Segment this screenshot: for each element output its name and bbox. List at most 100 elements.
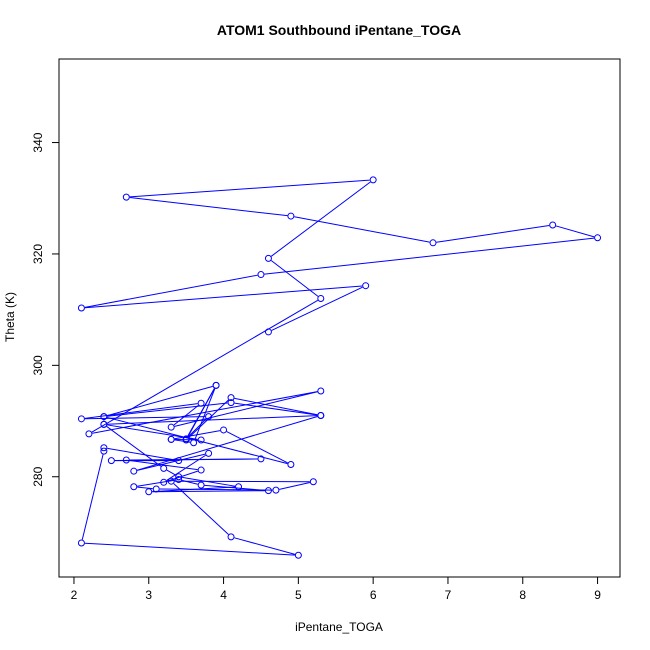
data-point: [287, 212, 295, 220]
data-point: [549, 221, 557, 229]
data-point: [100, 420, 108, 428]
series-segment: [107, 447, 176, 461]
series-segment: [84, 403, 198, 419]
data-point: [257, 271, 265, 279]
series-segment: [234, 397, 318, 416]
series-segment: [271, 286, 363, 331]
series-segment: [107, 402, 228, 417]
data-point: [167, 423, 175, 431]
x-tick-label: 2: [71, 588, 78, 602]
data-point: [205, 413, 213, 421]
data-point: [152, 485, 160, 493]
data-point: [220, 426, 228, 434]
data-point: [197, 399, 205, 407]
series-layer: [77, 176, 602, 559]
series-segment: [137, 486, 153, 490]
x-tick-label: 8: [519, 588, 526, 602]
data-point: [309, 478, 317, 486]
series-segment: [173, 483, 229, 535]
data-point: [197, 466, 205, 474]
series-segment: [84, 285, 363, 309]
series-segment: [188, 399, 229, 438]
series-segment: [181, 479, 198, 485]
data-point: [212, 381, 220, 389]
series-segment: [174, 480, 310, 483]
y-tick-label: 340: [31, 132, 45, 152]
y-axis: 280 300 320 340: [31, 132, 60, 487]
series-segment: [436, 225, 550, 243]
data-point: [287, 460, 295, 468]
series-segment: [107, 415, 318, 425]
data-point: [317, 295, 325, 303]
data-point: [85, 430, 93, 438]
data-point: [100, 447, 108, 455]
data-point: [175, 457, 183, 465]
series-segment: [91, 299, 319, 433]
data-point: [317, 411, 325, 419]
series-segment: [234, 537, 296, 555]
data-point: [160, 464, 168, 472]
x-axis-label: iPentane_TOGA: [295, 620, 383, 634]
series-segment: [107, 385, 213, 417]
data-point: [175, 473, 183, 481]
data-point: [197, 481, 205, 489]
y-axis-label: Theta (K): [3, 292, 17, 342]
data-point: [122, 456, 130, 464]
series-segment: [187, 388, 215, 438]
data-point: [227, 394, 235, 402]
data-point: [160, 478, 168, 486]
data-point: [235, 483, 243, 491]
x-tick-label: 6: [370, 588, 377, 602]
series-segment: [137, 415, 318, 471]
data-point: [264, 328, 272, 336]
data-point: [264, 487, 272, 495]
series-segment: [166, 469, 176, 476]
series-segment: [137, 453, 206, 471]
data-point: [175, 476, 183, 484]
series-segment: [166, 470, 198, 482]
data-point: [77, 415, 85, 423]
data-point: [429, 239, 437, 247]
series-segment: [84, 274, 258, 308]
series-segment: [92, 391, 318, 434]
data-point: [100, 444, 108, 452]
series-segment: [107, 416, 288, 465]
y-tick-label: 280: [31, 466, 45, 486]
data-point: [107, 457, 115, 465]
x-tick-label: 5: [295, 588, 302, 602]
series-segment: [188, 418, 207, 437]
series-segment: [204, 484, 265, 491]
series-segment: [84, 542, 295, 556]
y-tick-label: 320: [31, 244, 45, 264]
data-point: [294, 551, 302, 559]
data-point: [272, 486, 280, 494]
x-tick-label: 4: [220, 588, 227, 602]
series-segment: [106, 426, 162, 467]
series-segment: [129, 197, 288, 217]
series-segment: [555, 225, 595, 238]
data-point: [227, 533, 235, 541]
data-point: [122, 193, 130, 201]
series-segment: [182, 476, 236, 487]
y-tick-label: 300: [31, 355, 45, 375]
data-point: [205, 449, 213, 457]
data-point: [264, 254, 272, 262]
series-segment: [270, 181, 371, 257]
x-tick-label: 9: [594, 588, 601, 602]
data-point: [594, 234, 602, 242]
series-segment: [279, 482, 311, 490]
series-segment: [264, 237, 595, 275]
series-segment: [152, 486, 236, 493]
data-point: [100, 413, 108, 421]
data-point: [145, 488, 153, 496]
data-point: [317, 387, 325, 395]
data-point: [362, 282, 370, 290]
data-point: [130, 467, 138, 475]
series-segment: [152, 490, 265, 493]
x-tick-label: 7: [445, 588, 452, 602]
series-segment: [174, 430, 221, 440]
series-segment: [270, 260, 319, 297]
data-point: [227, 399, 235, 407]
data-point: [369, 176, 377, 184]
